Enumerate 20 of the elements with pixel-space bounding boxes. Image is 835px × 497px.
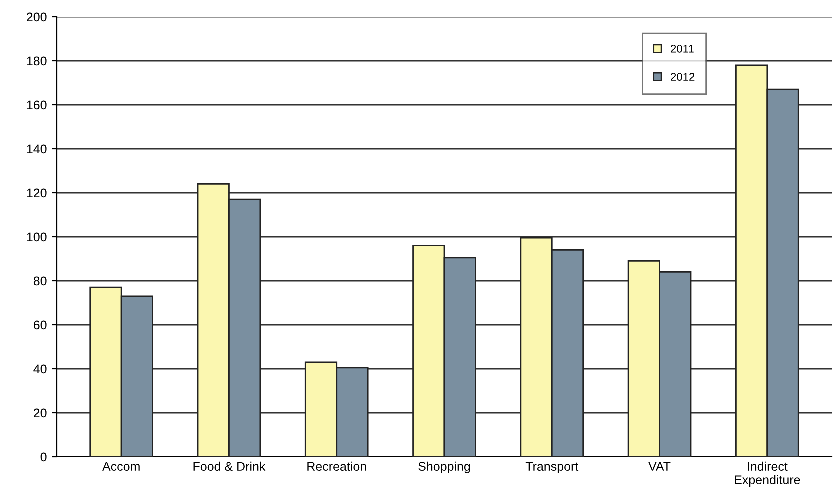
y-tick-label: 200 — [27, 12, 47, 22]
x-tick-label: VAT — [648, 462, 671, 471]
y-tick-label: 0 — [40, 452, 47, 462]
y-tick-label: 60 — [34, 320, 47, 330]
y-tick-label: 80 — [34, 276, 47, 286]
x-tick-label: Transport — [526, 462, 579, 474]
y-tick-label: 160 — [27, 100, 47, 110]
x-tick-label: Recreation — [308, 462, 366, 472]
x-tick-label: Accom — [102, 462, 140, 472]
y-tick-label: 40 — [34, 364, 47, 374]
legend-label: 2011 — [671, 44, 694, 53]
y-tick-label: 100 — [27, 232, 47, 242]
x-tick-label: Indirect Expenditure — [735, 462, 800, 487]
y-tick-label: 180 — [27, 56, 47, 66]
y-tick-label: 140 — [27, 144, 47, 154]
y-tick-label: 120 — [27, 188, 47, 198]
legend-label: 2012 — [671, 73, 695, 81]
x-tick-label: Food & Drink — [194, 462, 266, 472]
y-tick-label: 20 — [34, 408, 47, 418]
x-tick-label: Shopping — [418, 462, 470, 474]
